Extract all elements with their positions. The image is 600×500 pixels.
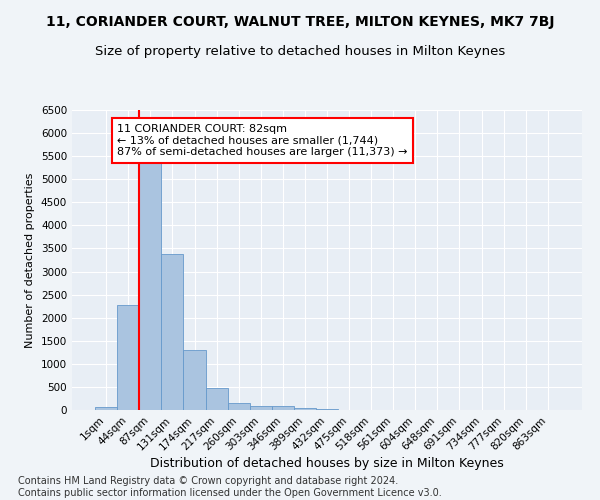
Text: Contains HM Land Registry data © Crown copyright and database right 2024.
Contai: Contains HM Land Registry data © Crown c… — [18, 476, 442, 498]
Bar — [250, 406, 272, 410]
Bar — [117, 305, 139, 410]
Bar — [161, 254, 184, 410]
Bar — [227, 402, 250, 410]
Bar — [272, 406, 294, 410]
Bar — [294, 408, 316, 410]
X-axis label: Distribution of detached houses by size in Milton Keynes: Distribution of detached houses by size … — [150, 458, 504, 470]
Bar — [184, 350, 206, 410]
Bar — [316, 409, 338, 410]
Text: Size of property relative to detached houses in Milton Keynes: Size of property relative to detached ho… — [95, 45, 505, 58]
Bar — [95, 406, 117, 410]
Bar — [139, 159, 161, 410]
Y-axis label: Number of detached properties: Number of detached properties — [25, 172, 35, 348]
Bar — [206, 388, 227, 410]
Text: 11, CORIANDER COURT, WALNUT TREE, MILTON KEYNES, MK7 7BJ: 11, CORIANDER COURT, WALNUT TREE, MILTON… — [46, 15, 554, 29]
Text: 11 CORIANDER COURT: 82sqm
← 13% of detached houses are smaller (1,744)
87% of se: 11 CORIANDER COURT: 82sqm ← 13% of detac… — [117, 124, 408, 157]
